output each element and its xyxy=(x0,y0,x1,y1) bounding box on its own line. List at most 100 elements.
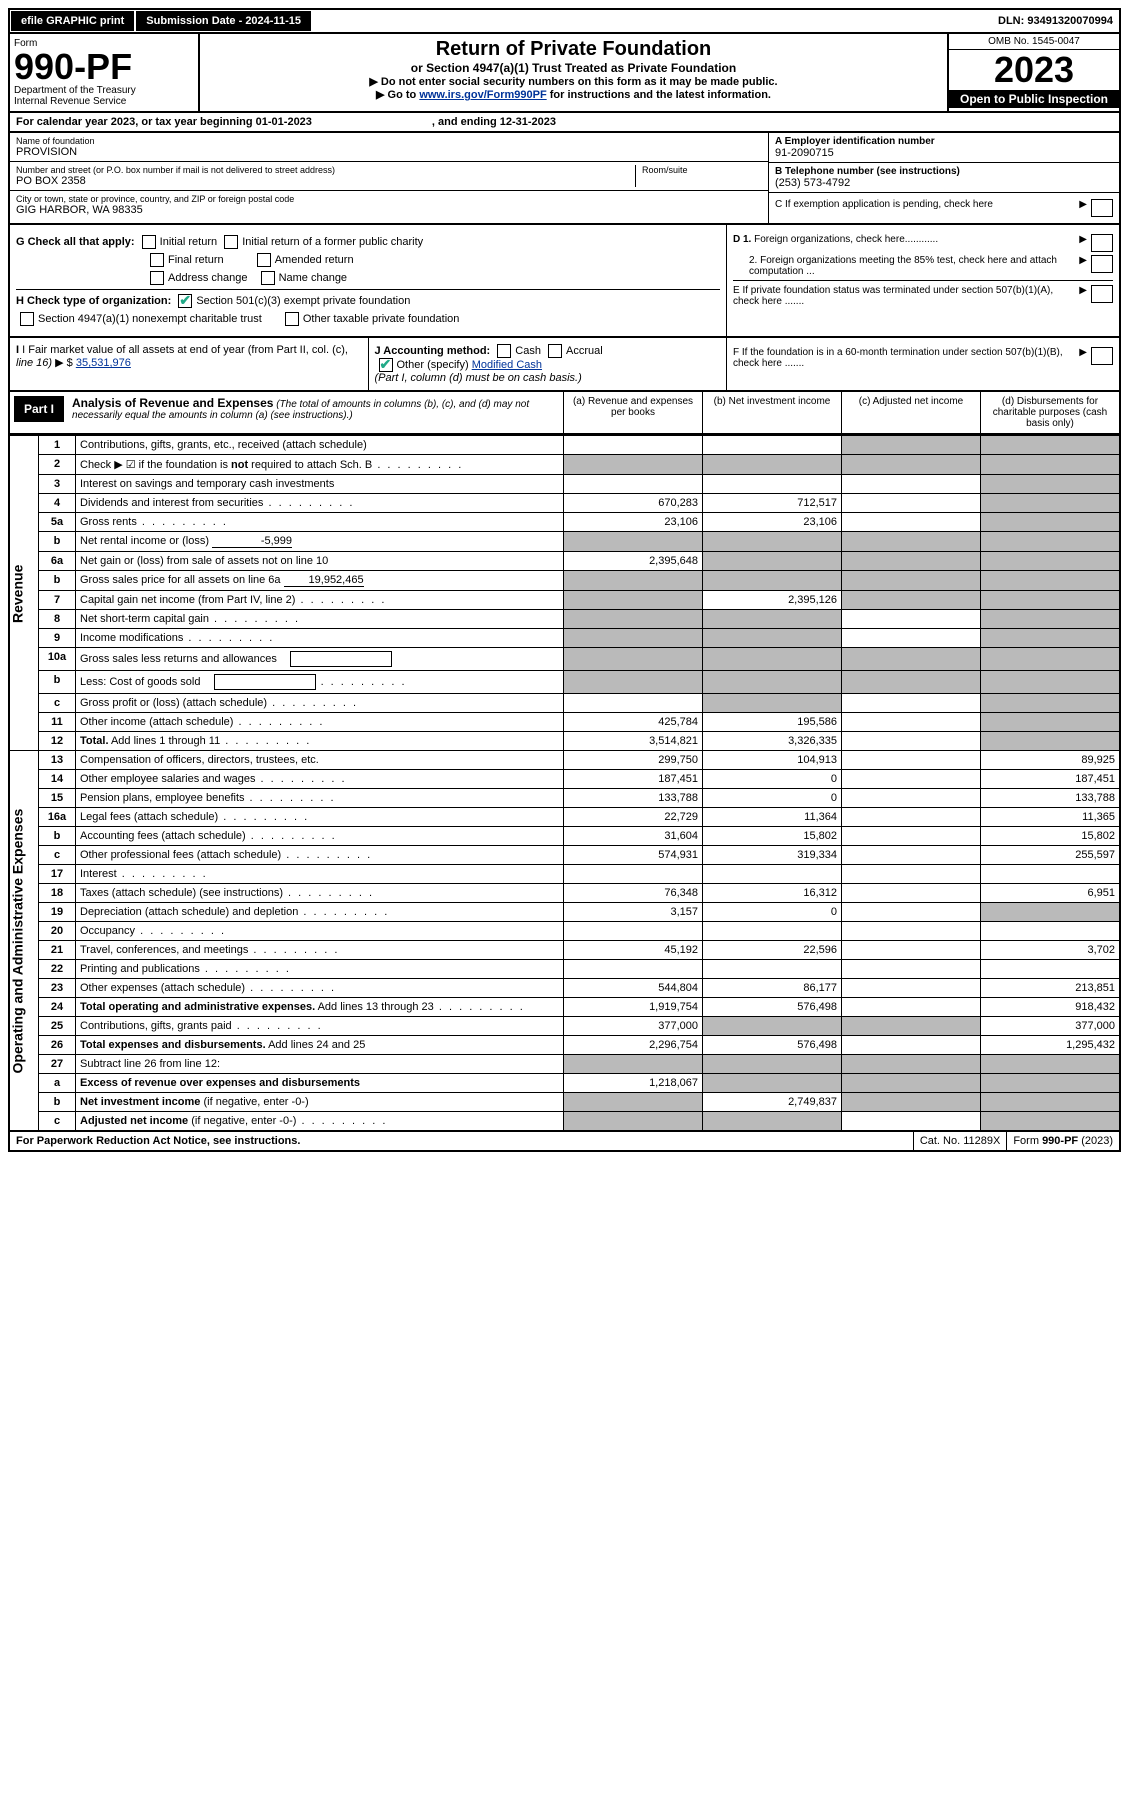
arrow-icon: ▶ xyxy=(1079,199,1087,210)
part-title: Analysis of Revenue and Expenses xyxy=(72,396,273,410)
table-row: 25Contributions, gifts, grants paid377,0… xyxy=(9,1017,1120,1036)
f-text: F If the foundation is in a 60-month ter… xyxy=(733,347,1075,369)
name-label: Name of foundation xyxy=(16,136,762,146)
d1-checkbox[interactable] xyxy=(1091,234,1113,252)
initial-return-checkbox[interactable] xyxy=(142,235,156,249)
ijf-block: I I Fair market value of all assets at e… xyxy=(8,338,1121,392)
line-description: Printing and publications xyxy=(76,960,564,979)
line-description: Interest on savings and temporary cash i… xyxy=(76,475,564,494)
line-description: Net rental income or (loss) -5,999 xyxy=(76,532,564,552)
form-title: Return of Private Foundation xyxy=(204,38,943,61)
table-row: 7Capital gain net income (from Part IV, … xyxy=(9,591,1120,610)
table-row: 26Total expenses and disbursements. Add … xyxy=(9,1036,1120,1055)
table-row: 14Other employee salaries and wages187,4… xyxy=(9,770,1120,789)
amended-checkbox[interactable] xyxy=(257,253,271,267)
tel-label: B Telephone number (see instructions) xyxy=(775,166,1113,177)
line-description: Travel, conferences, and meetings xyxy=(76,941,564,960)
c-label: C If exemption application is pending, c… xyxy=(775,199,1075,210)
other-method-checkbox[interactable] xyxy=(379,358,393,372)
other-method-value: Modified Cash xyxy=(472,359,542,371)
line-description: Dividends and interest from securities xyxy=(76,494,564,513)
initial-former-checkbox[interactable] xyxy=(224,235,238,249)
dept: Department of the Treasury xyxy=(14,85,194,96)
efile-button[interactable]: efile GRAPHIC print xyxy=(10,10,135,32)
f-checkbox[interactable] xyxy=(1091,347,1113,365)
cat-no: Cat. No. 11289X xyxy=(913,1132,1007,1150)
cash-checkbox[interactable] xyxy=(497,344,511,358)
table-row: 23Other expenses (attach schedule)544,80… xyxy=(9,979,1120,998)
paperwork-notice: For Paperwork Reduction Act Notice, see … xyxy=(10,1132,913,1150)
table-row: cAdjusted net income (if negative, enter… xyxy=(9,1112,1120,1132)
table-row: 27Subtract line 26 from line 12: xyxy=(9,1055,1120,1074)
line-description: Check ▶ ☑ if the foundation is not requi… xyxy=(76,455,564,475)
line-description: Adjusted net income (if negative, enter … xyxy=(76,1112,564,1132)
table-row: 24Total operating and administrative exp… xyxy=(9,998,1120,1017)
table-row: 12Total. Add lines 1 through 113,514,821… xyxy=(9,732,1120,751)
table-row: 6aNet gain or (loss) from sale of assets… xyxy=(9,552,1120,571)
line-description: Occupancy xyxy=(76,922,564,941)
d2-checkbox[interactable] xyxy=(1091,255,1113,273)
accrual-checkbox[interactable] xyxy=(548,344,562,358)
tax-year: 2023 xyxy=(949,50,1119,90)
col-c-header: (c) Adjusted net income xyxy=(841,392,980,433)
form-link[interactable]: www.irs.gov/Form990PF xyxy=(419,89,546,101)
c-checkbox[interactable] xyxy=(1091,199,1113,217)
line-description: Subtract line 26 from line 12: xyxy=(76,1055,564,1074)
footer: For Paperwork Reduction Act Notice, see … xyxy=(8,1132,1121,1152)
final-return-checkbox[interactable] xyxy=(150,253,164,267)
table-row: 16aLegal fees (attach schedule)22,72911,… xyxy=(9,808,1120,827)
form-header: Form 990-PF Department of the Treasury I… xyxy=(8,34,1121,113)
line-description: Gross rents xyxy=(76,513,564,532)
addr-change-checkbox[interactable] xyxy=(150,271,164,285)
4947-checkbox[interactable] xyxy=(20,312,34,326)
line-description: Contributions, gifts, grants paid xyxy=(76,1017,564,1036)
table-row: 15Pension plans, employee benefits133,78… xyxy=(9,789,1120,808)
line-description: Capital gain net income (from Part IV, l… xyxy=(76,591,564,610)
addr-label: Number and street (or P.O. box number if… xyxy=(16,165,635,175)
table-row: bNet rental income or (loss) -5,999 xyxy=(9,532,1120,552)
arrow-icon: ▶ xyxy=(1079,255,1087,266)
line-description: Net short-term capital gain xyxy=(76,610,564,629)
table-row: 20Occupancy xyxy=(9,922,1120,941)
table-row: 3Interest on savings and temporary cash … xyxy=(9,475,1120,494)
line-description: Other professional fees (attach schedule… xyxy=(76,846,564,865)
room-label: Room/suite xyxy=(642,165,762,175)
ein: 91-2090715 xyxy=(775,147,1113,159)
city: GIG HARBOR, WA 98335 xyxy=(16,204,762,216)
other-taxable-checkbox[interactable] xyxy=(285,312,299,326)
telephone: (253) 573-4792 xyxy=(775,177,1113,189)
address: PO BOX 2358 xyxy=(16,175,635,187)
line-description: Taxes (attach schedule) (see instruction… xyxy=(76,884,564,903)
note-2: ▶ Go to www.irs.gov/Form990PF for instru… xyxy=(204,88,943,101)
foundation-name: PROVISION xyxy=(16,146,762,158)
checks-block: G Check all that apply: Initial return I… xyxy=(8,225,1121,338)
col-b-header: (b) Net investment income xyxy=(702,392,841,433)
arrow-icon: ▶ xyxy=(1079,347,1087,358)
arrow-icon: ▶ xyxy=(1079,234,1087,245)
part1-header: Part I Analysis of Revenue and Expenses … xyxy=(8,392,1121,435)
ein-label: A Employer identification number xyxy=(775,136,1113,147)
section-label: Revenue xyxy=(9,436,39,751)
dln: DLN: 93491320070994 xyxy=(992,13,1119,29)
line-description: Interest xyxy=(76,865,564,884)
col-d-header: (d) Disbursements for charitable purpose… xyxy=(980,392,1119,433)
table-row: bNet investment income (if negative, ent… xyxy=(9,1093,1120,1112)
table-row: bLess: Cost of goods sold xyxy=(9,671,1120,694)
entity-block: Name of foundation PROVISION Number and … xyxy=(8,133,1121,225)
g-label: G Check all that apply: xyxy=(16,236,135,248)
line-description: Pension plans, employee benefits xyxy=(76,789,564,808)
501c3-checkbox[interactable] xyxy=(178,294,192,308)
note-1: ▶ Do not enter social security numbers o… xyxy=(204,75,943,88)
line-description: Total expenses and disbursements. Add li… xyxy=(76,1036,564,1055)
e-checkbox[interactable] xyxy=(1091,285,1113,303)
line-description: Gross profit or (loss) (attach schedule) xyxy=(76,694,564,713)
calendar-year-row: For calendar year 2023, or tax year begi… xyxy=(8,113,1121,133)
line-description: Less: Cost of goods sold xyxy=(76,671,564,694)
table-row: 5aGross rents23,10623,106 xyxy=(9,513,1120,532)
j-label: J Accounting method: xyxy=(375,345,491,357)
table-row: 10aGross sales less returns and allowanc… xyxy=(9,648,1120,671)
name-change-checkbox[interactable] xyxy=(261,271,275,285)
table-row: bGross sales price for all assets on lin… xyxy=(9,571,1120,591)
table-row: 2Check ▶ ☑ if the foundation is not requ… xyxy=(9,455,1120,475)
irs: Internal Revenue Service xyxy=(14,96,194,107)
